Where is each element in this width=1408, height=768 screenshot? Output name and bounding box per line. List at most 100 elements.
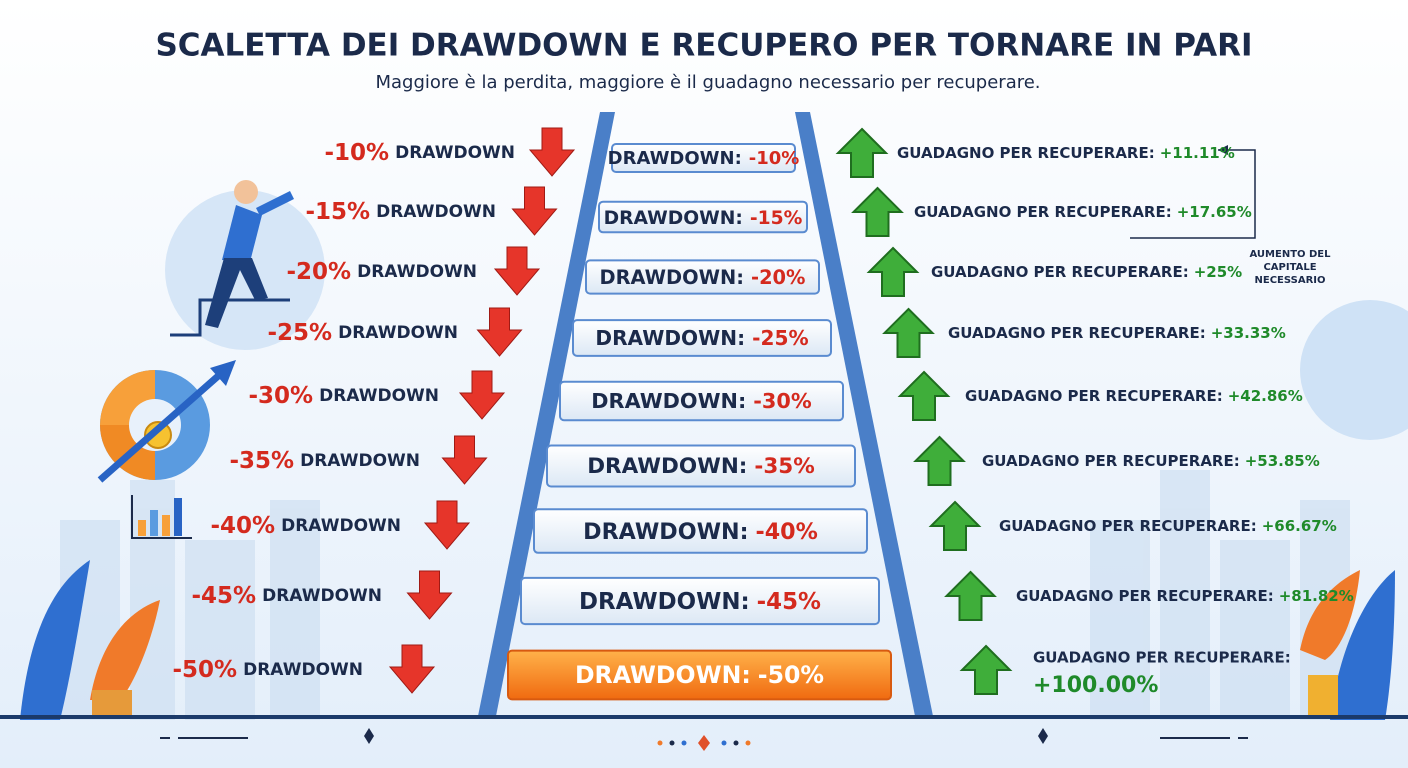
drawdown-value: -30%	[249, 383, 314, 409]
annotation-bracket	[1130, 149, 1256, 239]
ladder-step	[598, 200, 808, 234]
up-arrow	[897, 370, 951, 421]
down-arrow	[458, 370, 506, 420]
ladder-rail	[478, 112, 615, 716]
step-label: DRAWDOWN: -30%	[591, 389, 812, 413]
gain-label: GUADAGNO PER RECUPERARE: +66.67%	[999, 517, 1337, 535]
title: SCALETTA DEI DRAWDOWN E RECUPERO PER TOR…	[155, 28, 1252, 64]
drawdown-suffix: DRAWDOWN	[319, 386, 439, 406]
gain-prefix: GUADAGNO PER RECUPERARE:	[999, 517, 1257, 535]
up-arrow	[959, 644, 1013, 695]
drawdown-label: -15% DRAWDOWN	[306, 199, 497, 225]
gain-label: GUADAGNO PER RECUPERARE: +25%	[931, 263, 1242, 281]
gain-value: +100.00%	[1033, 673, 1158, 698]
step-value: -10%	[749, 148, 800, 169]
drawdown-label: -25% DRAWDOWN	[268, 320, 459, 346]
step-value: -40%	[756, 519, 818, 545]
gain-label: GUADAGNO PER RECUPERARE: +11.11%	[897, 144, 1235, 162]
step-prefix: DRAWDOWN:	[595, 326, 745, 350]
up-arrow	[928, 500, 982, 551]
gain-value: +66.67%	[1262, 517, 1337, 535]
step-prefix: DRAWDOWN:	[575, 661, 751, 689]
step-value: -30%	[753, 389, 812, 413]
step-label: DRAWDOWN: -45%	[579, 589, 821, 615]
down-arrow	[441, 435, 488, 485]
annotation-text: NECESSARIO	[1255, 275, 1326, 286]
footer-ornaments	[160, 728, 1248, 751]
down-arrow	[476, 307, 523, 357]
gain-prefix: GUADAGNO PER RECUPERARE:	[965, 387, 1223, 405]
ladder-step	[520, 576, 880, 626]
sun-circle	[1300, 300, 1408, 440]
up-arrow	[866, 246, 920, 297]
ladder-rail	[795, 112, 933, 716]
up-arrow	[944, 570, 997, 621]
drawdown-label: -30% DRAWDOWN	[249, 383, 440, 409]
gain-value: +42.86%	[1228, 387, 1303, 405]
up-arrow	[913, 435, 966, 486]
gain-value: +33.33%	[1211, 324, 1286, 342]
step-prefix: DRAWDOWN:	[591, 389, 746, 413]
down-arrow	[388, 644, 436, 694]
down-arrow	[528, 127, 576, 177]
down-arrow	[406, 570, 453, 620]
step-value: -25%	[752, 326, 808, 350]
drawdown-value: -40%	[211, 513, 276, 539]
step-prefix: DRAWDOWN:	[608, 148, 742, 169]
gain-label: GUADAGNO PER RECUPERARE: +53.85%	[982, 452, 1320, 470]
gain-prefix: GUADAGNO PER RECUPERARE:	[982, 452, 1240, 470]
down-arrow	[423, 500, 471, 550]
step-label: DRAWDOWN: -10%	[608, 148, 800, 169]
step-label: DRAWDOWN: -40%	[583, 519, 818, 545]
step-prefix: DRAWDOWN:	[587, 454, 747, 479]
gain-prefix: GUADAGNO PER RECUPERARE:	[1033, 649, 1291, 667]
down-arrow	[493, 246, 541, 296]
drawdown-suffix: DRAWDOWN	[243, 660, 363, 680]
step-label: DRAWDOWN: -50%	[575, 661, 824, 689]
step-prefix: DRAWDOWN:	[604, 208, 743, 229]
ground-line	[0, 715, 1408, 719]
drawdown-label: -35% DRAWDOWN	[230, 448, 421, 474]
plants	[20, 560, 1395, 720]
annotation-text: CAPITALE	[1263, 262, 1316, 273]
gain-value: +81.82%	[1279, 587, 1354, 605]
drawdown-value: -15%	[306, 199, 371, 225]
step-label: DRAWDOWN: -15%	[604, 208, 803, 229]
step-value: -45%	[757, 589, 821, 615]
drawdown-suffix: DRAWDOWN	[262, 586, 382, 606]
pie-illustration	[97, 360, 236, 539]
ladder-step	[572, 319, 832, 357]
down-arrow	[511, 186, 558, 236]
up-arrow	[851, 186, 904, 237]
gain-label: GUADAGNO PER RECUPERARE: +33.33%	[948, 324, 1286, 342]
subtitle: Maggiore è la perdita, maggiore è il gua…	[375, 72, 1040, 93]
drawdown-label: -10% DRAWDOWN	[325, 140, 516, 166]
drawdown-label: -40% DRAWDOWN	[211, 513, 402, 539]
annotation-arrowhead	[1218, 145, 1228, 155]
ladder-step	[611, 143, 796, 173]
gain-value: +17.65%	[1177, 203, 1252, 221]
drawdown-value: -50%	[173, 657, 238, 683]
step-prefix: DRAWDOWN:	[600, 266, 745, 289]
gain-prefix: GUADAGNO PER RECUPERARE:	[948, 324, 1206, 342]
step-highlight	[507, 649, 892, 701]
gain-prefix: GUADAGNO PER RECUPERARE:	[914, 203, 1172, 221]
person-illustration	[170, 180, 295, 337]
ladder-step	[559, 380, 844, 422]
gain-label: GUADAGNO PER RECUPERARE: +81.82%	[1016, 587, 1354, 605]
gain-prefix: GUADAGNO PER RECUPERARE:	[1016, 587, 1274, 605]
drawdown-suffix: DRAWDOWN	[300, 451, 420, 471]
drawdown-suffix: DRAWDOWN	[281, 516, 401, 536]
ladder-step	[585, 259, 820, 295]
step-label: DRAWDOWN: -35%	[587, 454, 815, 479]
step-value: -15%	[750, 208, 803, 229]
step-value: -35%	[754, 454, 814, 479]
gain-label: GUADAGNO PER RECUPERARE: +42.86%	[965, 387, 1303, 405]
gain-value: +11.11%	[1160, 144, 1235, 162]
drawdown-label: -50% DRAWDOWN	[173, 657, 364, 683]
gain-prefix: GUADAGNO PER RECUPERARE:	[931, 263, 1189, 281]
step-value: -20%	[751, 266, 805, 289]
drawdown-value: -20%	[287, 259, 352, 285]
city-skyline	[60, 470, 1350, 720]
